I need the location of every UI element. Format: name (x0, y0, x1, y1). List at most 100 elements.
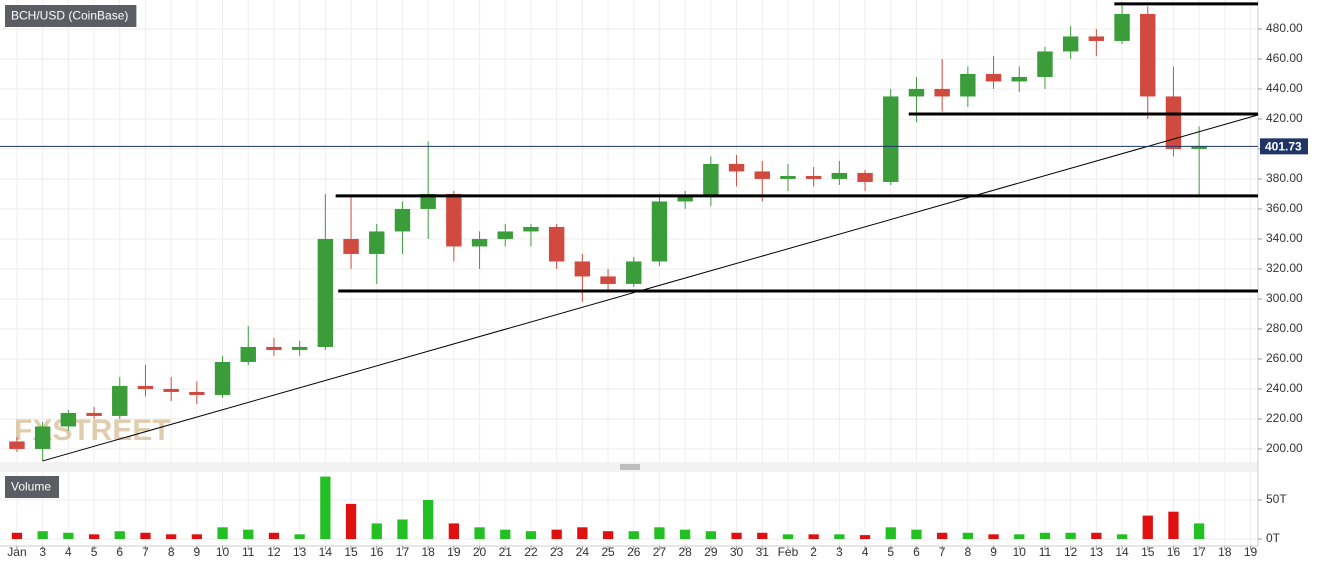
x-tick-label: 18 (1218, 545, 1232, 559)
candle-body (369, 231, 385, 254)
candle-body (86, 412, 102, 416)
volume-bar (294, 534, 305, 540)
last-price-label: 401.73 (1265, 140, 1302, 154)
candle-body (1191, 145, 1207, 149)
volume-bar (654, 527, 665, 540)
candle-body (9, 441, 25, 449)
volume-bar (937, 532, 948, 540)
candle-body (754, 171, 770, 179)
candle-body (291, 346, 308, 350)
candle-body (908, 88, 925, 97)
x-tick-label: 10 (1013, 545, 1027, 559)
y-tick-label: 280.00 (1266, 321, 1303, 335)
volume-bar (500, 529, 511, 540)
candle-body (471, 238, 488, 247)
x-tick-label: 13 (293, 545, 307, 559)
x-tick-label: 15 (344, 545, 358, 559)
x-tick-label: 26 (627, 545, 641, 559)
x-tick-label: 24 (576, 545, 590, 559)
x-tick-label: 12 (267, 545, 281, 559)
volume-bar (345, 503, 357, 540)
volume-bar (114, 531, 125, 540)
volume-bar (680, 529, 691, 540)
candle-body (1088, 36, 1105, 41)
volume-bar (423, 499, 434, 540)
volume-bar (1065, 532, 1076, 540)
volume-title: Volume (11, 480, 51, 494)
trendline (42, 114, 1259, 462)
x-tick-label: 6 (116, 545, 123, 559)
chart-title: BCH/USD (CoinBase) (11, 9, 128, 23)
x-tick-label: 9 (990, 545, 997, 559)
volume-bar (371, 523, 382, 540)
volume-bar (1168, 511, 1179, 540)
volume-bar (705, 531, 716, 540)
x-tick-label: 15 (1141, 545, 1155, 559)
x-tick-label: 22 (524, 545, 538, 559)
candle-body (394, 208, 411, 232)
y-tick-label: 220.00 (1266, 411, 1303, 425)
volume-bar (859, 535, 871, 540)
x-tick-label: 11 (1039, 545, 1052, 559)
candle-body (497, 231, 513, 239)
volume-bar (602, 531, 614, 540)
x-tick-label: 14 (1115, 545, 1129, 559)
volume-bar (243, 529, 254, 540)
volume-bar (577, 527, 588, 540)
x-tick-label: 2 (810, 545, 817, 559)
volume-bar (551, 529, 562, 540)
x-tick-label: 8 (168, 545, 175, 559)
volume-bar (1116, 534, 1128, 540)
y-tick-label: 320.00 (1266, 261, 1303, 275)
x-tick-label: Feb (778, 545, 799, 559)
volume-bar (885, 527, 896, 540)
y-tick-label: 360.00 (1266, 201, 1303, 215)
volume-bar (911, 529, 922, 540)
volume-bar (448, 523, 459, 540)
candle-body (137, 385, 154, 389)
x-tick-label: 12 (1064, 545, 1078, 559)
x-tick-label: 5 (91, 545, 98, 559)
volume-bar (320, 476, 331, 540)
x-tick-label: 7 (142, 545, 149, 559)
y-tick-label: 440.00 (1266, 81, 1303, 95)
candle-body (626, 261, 642, 284)
volume-bar (525, 531, 537, 540)
x-tick-label: 8 (965, 545, 972, 559)
last-price-box (1260, 138, 1308, 155)
volume-bar (628, 531, 639, 540)
x-tick-label: 5 (887, 545, 894, 559)
candle-body (189, 391, 205, 395)
volume-bar (1091, 532, 1102, 540)
volume-bar (834, 534, 845, 540)
volume-bar (988, 534, 999, 540)
y-tick-label: 340.00 (1266, 231, 1303, 245)
volume-bar (191, 534, 202, 540)
x-tick-label: 30 (730, 545, 744, 559)
y-tick-label: 420.00 (1266, 111, 1303, 125)
candle-body (548, 226, 565, 262)
volume-bar (731, 532, 742, 540)
x-tick-label: 28 (678, 545, 692, 559)
candle-body (240, 346, 256, 362)
volume-bar (782, 534, 794, 540)
volume-bar (217, 527, 228, 540)
y-tick-label: 200.00 (1266, 441, 1303, 455)
volume-bar (1014, 534, 1025, 540)
candle-body (1114, 13, 1130, 41)
candle-body (163, 388, 179, 392)
candle-body (1165, 96, 1182, 149)
volume-bar (166, 534, 177, 540)
volume-bar (1039, 532, 1051, 540)
x-tick-label: 29 (704, 545, 718, 559)
candle-body (703, 163, 719, 197)
candle-body (34, 426, 51, 449)
candle-body (446, 193, 462, 247)
candle-body (985, 73, 1002, 82)
x-tick-label: 3 (836, 545, 843, 559)
grid (0, 0, 1258, 546)
x-tick-label: 10 (216, 545, 230, 559)
candle-body (420, 193, 436, 209)
